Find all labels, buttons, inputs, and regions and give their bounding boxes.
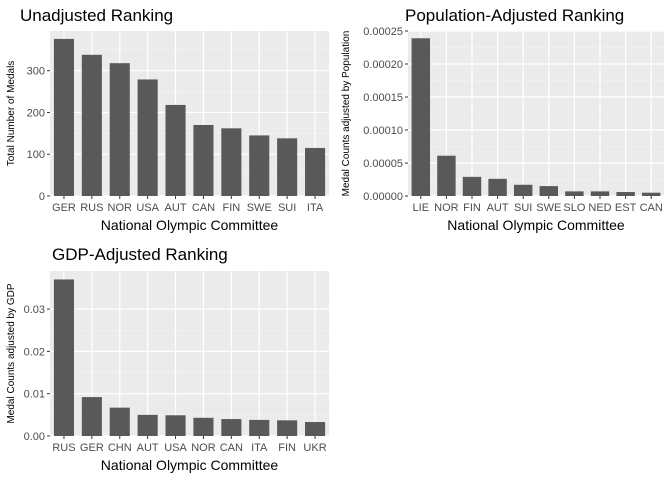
y-tick-label: 0.00 <box>24 431 45 443</box>
y-tick-label: 0.00025 <box>363 26 403 38</box>
y-axis-title: Medal Counts adjusted by Population <box>341 31 352 197</box>
y-tick-label: 0.03 <box>24 304 45 316</box>
x-tick-label: CAN <box>220 442 243 454</box>
bar-nor <box>109 63 130 197</box>
x-tick-label: FIN <box>222 202 240 214</box>
x-tick-label: NOR <box>191 442 216 454</box>
bar-sui <box>513 184 533 196</box>
bar-ger <box>81 397 102 436</box>
bar-can <box>193 124 214 196</box>
x-tick-label: FIN <box>278 442 296 454</box>
y-tick-label: 100 <box>27 149 45 161</box>
bar-ita <box>305 147 326 196</box>
x-tick-label: CAN <box>192 202 215 214</box>
bar-can <box>641 192 661 196</box>
x-axis-title: National Olympic Committee <box>101 457 279 473</box>
bar-nor <box>193 417 214 436</box>
bar-slo <box>565 191 584 196</box>
bar-usa <box>137 79 158 196</box>
x-tick-label: SLO <box>563 202 585 214</box>
bar-nor <box>437 155 456 196</box>
x-tick-label: NOR <box>434 202 459 214</box>
x-tick-label: CAN <box>640 202 663 214</box>
y-tick-label: 0.00015 <box>363 92 403 104</box>
y-axis-title: Medal Counts adjusted by GDP <box>6 283 17 423</box>
x-tick-label: SWE <box>247 202 272 214</box>
y-tick-label: 0.02 <box>24 346 45 358</box>
chart-panel-3: 0.00 0.01 0.02 0.03 RUS GER CHN AUT USA NOR CAN ITA… <box>6 245 329 473</box>
y-tick-label: 200 <box>27 107 45 119</box>
bar-usa <box>165 415 186 436</box>
bar-lie <box>411 38 431 197</box>
bar-chn <box>109 407 130 436</box>
x-tick-label: AUT <box>165 202 187 214</box>
bar-rus <box>81 54 102 197</box>
bar-aut <box>488 178 507 196</box>
x-tick-label: FIN <box>463 202 481 214</box>
y-tick-label: 0.00010 <box>363 125 403 137</box>
bar-ger <box>53 38 74 197</box>
x-tick-label: RUS <box>52 442 75 454</box>
x-tick-label: SWE <box>536 202 561 214</box>
bar-ned <box>590 191 610 196</box>
bar-ita <box>249 419 270 436</box>
x-tick-label: GER <box>80 442 104 454</box>
chart-panel-1: 0 100 200 300 GER RUS NOR USA AUT CAN FIN SWE SUI ITA… <box>6 6 329 233</box>
y-tick-label: 0 <box>39 191 45 203</box>
y-tick-label: 0.00020 <box>363 59 403 71</box>
y-axis-title: Total Number of Medals <box>6 61 17 167</box>
x-tick-label: LIE <box>413 202 430 214</box>
x-tick-label: ITA <box>251 442 268 454</box>
bar-fin <box>277 420 298 436</box>
chart-panel-2: 0.00000 0.00005 0.00010 0.00015 0.00020 0.000… <box>341 6 664 233</box>
bar-rus <box>53 279 74 436</box>
x-tick-label: NED <box>588 202 611 214</box>
x-tick-label: AUT <box>487 202 509 214</box>
bar-fin <box>462 176 482 196</box>
x-axis-title: National Olympic Committee <box>101 217 279 233</box>
x-axis-title: National Olympic Committee <box>447 217 625 233</box>
x-tick-label: USA <box>136 202 159 214</box>
bar-aut <box>137 414 158 436</box>
bar-can <box>221 419 242 436</box>
chart-title: Population-Adjusted Ranking <box>405 6 624 25</box>
y-tick-label: 0.00005 <box>363 158 403 170</box>
x-tick-label: AUT <box>137 442 159 454</box>
x-tick-label: UKR <box>303 442 326 454</box>
chart-title: GDP-Adjusted Ranking <box>52 245 228 264</box>
x-tick-label: ITA <box>307 202 324 214</box>
bar-ukr <box>305 422 326 436</box>
bar-swe <box>539 186 559 196</box>
bar-swe <box>249 135 270 196</box>
y-tick-label: 0.00000 <box>363 191 403 203</box>
bar-fin <box>221 128 242 196</box>
x-tick-label: SUI <box>278 202 296 214</box>
x-tick-label: CHN <box>108 442 132 454</box>
bar-sui <box>277 138 298 196</box>
x-tick-label: SUI <box>514 202 532 214</box>
y-tick-label: 0.01 <box>24 389 45 401</box>
x-tick-label: USA <box>164 442 187 454</box>
chart-title: Unadjusted Ranking <box>20 6 173 25</box>
bar-est <box>616 192 635 196</box>
x-tick-label: NOR <box>108 202 133 214</box>
x-tick-label: GER <box>52 202 76 214</box>
x-tick-label: EST <box>615 202 637 214</box>
y-tick-label: 300 <box>27 66 45 78</box>
x-tick-label: RUS <box>80 202 103 214</box>
bar-aut <box>165 104 186 196</box>
